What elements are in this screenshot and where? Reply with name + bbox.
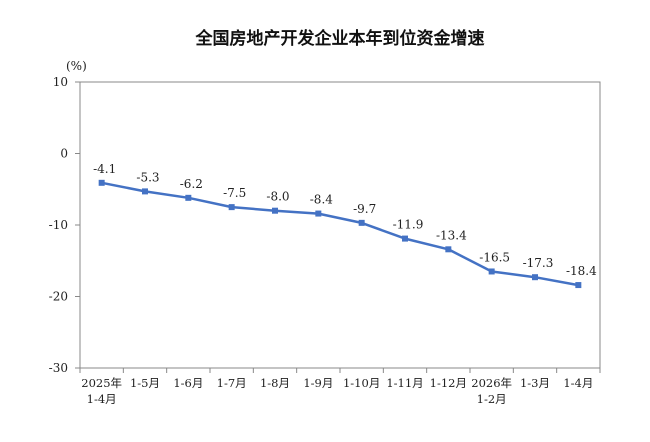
- x-tick-label-line: 1-9月: [303, 376, 333, 390]
- x-tick-label-line: 2025年: [81, 376, 122, 390]
- x-tick-label: 1-4月: [563, 376, 593, 390]
- x-tick-label: 1-7月: [217, 376, 247, 390]
- data-point: [402, 235, 408, 242]
- data-point: [532, 274, 538, 281]
- x-tick-label-line: 1-4月: [87, 392, 117, 406]
- x-tick-label-line: 1-7月: [217, 376, 247, 390]
- data-point: [142, 188, 148, 195]
- x-tick-label: 1-9月: [303, 376, 333, 390]
- y-tick-label: -10: [49, 218, 68, 232]
- x-tick-label: 1-6月: [173, 376, 203, 390]
- series-line: [101, 181, 579, 287]
- data-label: -6.2: [180, 177, 203, 191]
- x-tick-label: 1-3月: [520, 376, 550, 390]
- x-tick-label-line: 1-2月: [477, 392, 507, 406]
- x-tick-label: 1-12月: [430, 376, 467, 390]
- data-point: [272, 207, 278, 214]
- x-tick-label: 2025年 1-4月: [81, 376, 122, 406]
- data-label: -5.3: [136, 170, 159, 184]
- data-point: [445, 246, 452, 253]
- y-tick-label: -20: [49, 290, 68, 304]
- data-label: -7.5: [223, 186, 246, 200]
- y-tick-label: -30: [49, 361, 68, 375]
- data-point: [488, 268, 495, 275]
- data-label: -9.7: [353, 202, 376, 216]
- x-tick-label: 2026年 1-2月: [471, 376, 512, 406]
- data-point: [358, 219, 365, 226]
- data-point: [98, 179, 105, 186]
- x-tick-label-line: 2026年: [471, 376, 512, 390]
- data-label: -11.9: [393, 218, 424, 232]
- x-axis: 2025年 1-4月 1-5月 1-6月 1-7月 1-8月 1-9月 1-10月 1-11月 1…: [79, 368, 601, 406]
- x-tick-label-line: 1-8月: [260, 376, 290, 390]
- x-tick-label: 1-11月: [386, 376, 423, 390]
- data-point: [185, 194, 192, 201]
- y-axis-unit: (%): [66, 59, 87, 73]
- x-tick-label-line: 1-4月: [563, 376, 593, 390]
- x-tick-label-line: 1-5月: [130, 376, 160, 390]
- y-tick-label: 10: [53, 75, 68, 89]
- x-tick-label: 1-10月: [343, 376, 380, 390]
- x-tick-label-line: 1-11月: [386, 376, 423, 390]
- series-group: [98, 179, 582, 289]
- data-label: -4.1: [93, 162, 116, 176]
- x-tick-label: 1-8月: [260, 376, 290, 390]
- data-point: [315, 210, 322, 217]
- data-label: -16.5: [479, 250, 510, 264]
- data-labels: -4.1 -5.3 -6.2 -7.5 -8.0 -8.4 -9.7 -11.9 -13.4 -1…: [93, 162, 597, 278]
- x-tick-label-line: 1-12月: [430, 376, 467, 390]
- data-label: -13.4: [436, 228, 467, 242]
- y-axis: 10 0 -10 -20 -30: [49, 75, 80, 375]
- x-tick-label: 1-5月: [130, 376, 160, 390]
- data-label: -17.3: [523, 256, 554, 270]
- plot-area-frame: [79, 81, 601, 369]
- chart-title: 全国房地产开发企业本年到位资金增速: [195, 28, 485, 49]
- data-point: [228, 204, 235, 211]
- data-label: -18.4: [566, 264, 597, 278]
- data-label: -8.4: [310, 193, 334, 207]
- x-tick-label-line: 1-6月: [173, 376, 203, 390]
- x-tick-label-line: 1-10月: [343, 376, 380, 390]
- y-tick-label: 0: [60, 147, 68, 161]
- data-label: -8.0: [266, 190, 289, 204]
- data-point: [575, 282, 582, 289]
- x-tick-label-line: 1-3月: [520, 376, 550, 390]
